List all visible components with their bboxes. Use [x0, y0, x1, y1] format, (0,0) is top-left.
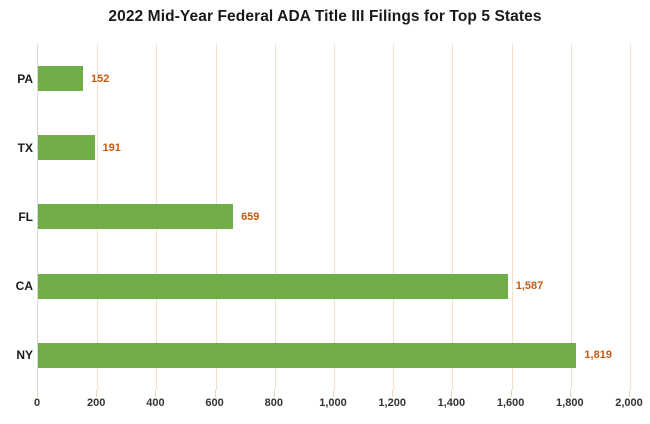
- x-axis-tick-label: 2,000: [615, 397, 643, 409]
- x-axis-tick-label: 1,000: [319, 397, 347, 409]
- x-axis-tick-mark: [155, 390, 157, 397]
- bar-row: 152: [38, 44, 630, 113]
- bar: [38, 66, 83, 92]
- bar-value-label: 1,819: [584, 349, 612, 362]
- y-axis-category-labels: PA TX FL CA NY: [0, 44, 33, 390]
- gridline: [511, 44, 513, 390]
- x-axis-tick-mark: [569, 390, 571, 397]
- bar-value-label: 191: [102, 141, 121, 154]
- bar: [38, 135, 95, 161]
- x-axis-tick-mark: [333, 390, 334, 397]
- bar-row: 659: [38, 182, 630, 251]
- gridline: [630, 44, 631, 390]
- bar-value-label: 1,587: [515, 280, 544, 293]
- x-axis-tick-mark: [451, 390, 453, 397]
- x-axis-tick-label: 1,800: [556, 397, 584, 409]
- x-axis-tick-label: 800: [264, 397, 283, 409]
- x-axis-tick-label: 600: [205, 397, 224, 409]
- category-label: PA: [17, 71, 33, 86]
- x-axis-tick-mark: [96, 390, 98, 397]
- gridline: [452, 44, 454, 390]
- x-axis-tick-marks: [37, 390, 630, 397]
- x-axis-tick-mark: [37, 390, 38, 397]
- bar-value-label: 152: [90, 72, 110, 85]
- x-axis-tick-mark: [629, 390, 630, 397]
- x-axis-tick-mark: [392, 390, 394, 397]
- bar-row: 1,819: [38, 321, 630, 390]
- bar-row: 1,587: [38, 252, 630, 321]
- bar: [38, 273, 508, 299]
- x-axis-tick-mark: [273, 390, 275, 397]
- x-axis-tick-mark: [214, 390, 216, 397]
- x-axis-tick-label: 1,600: [496, 397, 525, 409]
- category-label: TX: [17, 140, 33, 155]
- plot-area: 152 191 659 1,587 1,819: [37, 44, 631, 390]
- x-axis-labels: 0 200 400 600 800 1,000 1,200 1,400 1,600 1,800 2,…: [33, 397, 643, 413]
- category-label: NY: [16, 348, 33, 363]
- x-axis-tick-mark: [510, 390, 512, 397]
- bar: [38, 204, 234, 230]
- bar: [38, 342, 577, 368]
- x-axis-tick-label: 0: [33, 397, 41, 409]
- category-label: FL: [18, 209, 33, 224]
- x-axis-tick-label: 1,200: [378, 397, 406, 409]
- gridline: [334, 44, 335, 390]
- gridline: [393, 44, 395, 390]
- x-axis-tick-label: 200: [87, 397, 106, 409]
- gridline: [570, 44, 572, 390]
- category-label: CA: [15, 279, 33, 294]
- chart-title: 2022 Mid-Year Federal ADA Title III Fili…: [108, 8, 542, 25]
- x-axis-tick-label: 1,400: [437, 397, 466, 409]
- bar-row: 191: [38, 113, 630, 182]
- bar-value-label: 659: [241, 210, 260, 223]
- x-axis-tick-label: 400: [146, 397, 165, 409]
- gridline: [274, 44, 276, 390]
